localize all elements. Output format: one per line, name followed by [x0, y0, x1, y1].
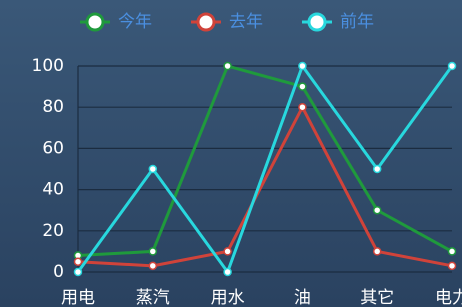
chart: 0 20 40 60 80 100 用电 蒸汽 用水 油 其它 电力 今年 去年 前年 [0, 0, 462, 307]
point [149, 262, 156, 269]
x-tick-label: 用电 [61, 288, 95, 307]
point [449, 63, 456, 70]
point [224, 248, 231, 255]
point [224, 63, 231, 70]
x-tick-label: 蒸汽 [136, 288, 170, 307]
y-tick-label: 0 [53, 262, 64, 282]
point [449, 262, 456, 269]
x-tick-label: 油 [294, 288, 311, 307]
y-tick-label: 40 [42, 180, 64, 200]
legend-marker [309, 14, 325, 30]
point [374, 166, 381, 173]
point [75, 269, 82, 276]
point [224, 269, 231, 276]
x-tick-label: 用水 [211, 288, 245, 307]
point [299, 104, 306, 111]
legend-marker [87, 14, 103, 30]
point [149, 248, 156, 255]
y-tick-label: 80 [42, 97, 64, 117]
point [75, 258, 82, 265]
legend-label: 去年 [229, 12, 263, 32]
y-tick-label: 60 [42, 138, 64, 158]
point [299, 63, 306, 70]
y-tick-label: 100 [32, 56, 64, 76]
point [449, 248, 456, 255]
legend-label: 前年 [340, 12, 374, 32]
point [374, 207, 381, 214]
y-tick-label: 20 [42, 221, 64, 241]
point [374, 248, 381, 255]
point [299, 83, 306, 90]
legend-label: 今年 [118, 12, 152, 32]
x-tick-label: 电力 [435, 288, 462, 307]
point [149, 166, 156, 173]
x-tick-label: 其它 [360, 288, 394, 307]
legend-marker [198, 14, 214, 30]
